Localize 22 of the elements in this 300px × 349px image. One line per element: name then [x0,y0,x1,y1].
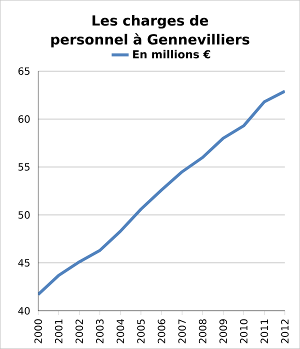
x-tick-label: 2004 [116,319,124,344]
x-tick-label: 2002 [75,320,84,344]
x-tick-label: 2000 [34,319,42,344]
x-tick-label: 2007 [178,319,186,344]
x-tick-label: 2005 [137,319,145,344]
y-tick-label: 65 [18,67,30,75]
x-tick-label: 2001 [54,320,62,344]
x-tick-label: 2006 [158,319,166,344]
y-tick-label: 50 [18,211,30,219]
chart-title: Les charges de personnel à Gennevilliers [51,14,250,48]
line-series [38,90,285,296]
y-tick-label: 40 [18,307,30,315]
x-tick-label: 2003 [96,319,104,344]
x-tick-label: 2009 [219,319,227,344]
y-tick-label: 60 [18,115,30,123]
x-tick-label: 2012 [281,320,289,344]
y-tick-label: 55 [18,163,30,171]
x-tick-label: 2011 [260,320,268,344]
x-tick-label: 2010 [240,319,248,344]
x-tick-label: 2008 [198,319,206,344]
y-tick-label: 45 [18,259,30,267]
legend-label: En millions € [133,50,210,58]
